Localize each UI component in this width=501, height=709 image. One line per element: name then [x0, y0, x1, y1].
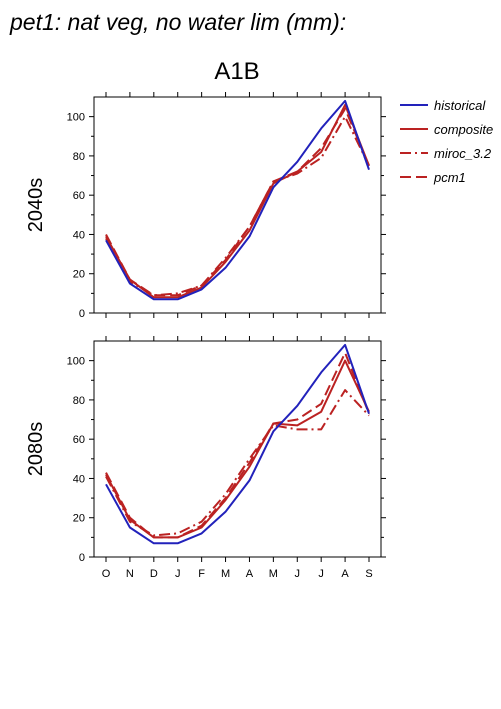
y-tick-label: 0: [79, 552, 85, 564]
y-tick-label: 40: [73, 473, 85, 485]
y-tick-label: 100: [67, 112, 85, 124]
legend: historical composite miroc_3.2 pcm1: [400, 98, 493, 185]
series-line-composite: [105, 359, 370, 539]
x-tick-label: D: [150, 568, 158, 580]
y-tick-label: 60: [73, 434, 85, 446]
panel-2040s: 0 20 40 60 80 100 2040s: [25, 92, 386, 320]
figure-subtitle: A1B: [214, 58, 259, 85]
y-tick-label: 100: [67, 356, 85, 368]
panel-label: 2080s: [25, 422, 47, 477]
panel-label: 2040s: [25, 178, 47, 233]
series-line-miroc-3-2: [105, 115, 370, 297]
x-tick-label: O: [102, 568, 111, 580]
y-tick-label: 40: [73, 229, 85, 241]
x-tick-label: M: [221, 568, 230, 580]
y-tick-label: 60: [73, 190, 85, 202]
x-tick-label: A: [341, 568, 349, 580]
legend-entry: pcm1: [400, 170, 466, 185]
legend-label: historical: [434, 98, 486, 113]
figure-title: pet1: nat veg, no water lim (mm):: [9, 9, 346, 35]
y-tick-label: 20: [73, 269, 85, 281]
x-tick-label: A: [246, 568, 254, 580]
x-tick-label: M: [269, 568, 278, 580]
x-tick-label: J: [175, 568, 181, 580]
legend-label: composite: [434, 122, 493, 137]
series-line-pcm1: [105, 107, 370, 297]
x-tick-label: N: [126, 568, 134, 580]
legend-label: pcm1: [433, 170, 466, 185]
x-tick-label: F: [198, 568, 205, 580]
x-tick-label: J: [318, 568, 324, 580]
x-tick-label: J: [295, 568, 301, 580]
legend-label: miroc_3.2: [434, 146, 492, 161]
plot-frame: [93, 96, 382, 314]
panel-2080s: 0 20 40 60 80 100 O N D J F M A M J J A S 2080s: [25, 336, 386, 580]
y-tick-label: 0: [79, 308, 85, 320]
series-line-miroc-3-2: [105, 389, 370, 537]
series-line-pcm1: [105, 351, 370, 539]
plot-frame: [93, 340, 382, 558]
y-tick-label: 20: [73, 513, 85, 525]
series-line-historical: [105, 99, 370, 301]
legend-entry: historical: [400, 98, 486, 113]
panels: 0 20 40 60 80 100 2040s 0 20 40 60 80 100 O N D J F M A M J J A…: [25, 92, 386, 580]
legend-entry: composite: [400, 122, 493, 137]
y-tick-label: 80: [73, 395, 85, 407]
series-line-composite: [105, 103, 370, 299]
y-tick-label: 80: [73, 151, 85, 163]
x-tick-label: S: [365, 568, 372, 580]
legend-entry: miroc_3.2: [400, 146, 492, 161]
series-line-historical: [105, 343, 370, 545]
